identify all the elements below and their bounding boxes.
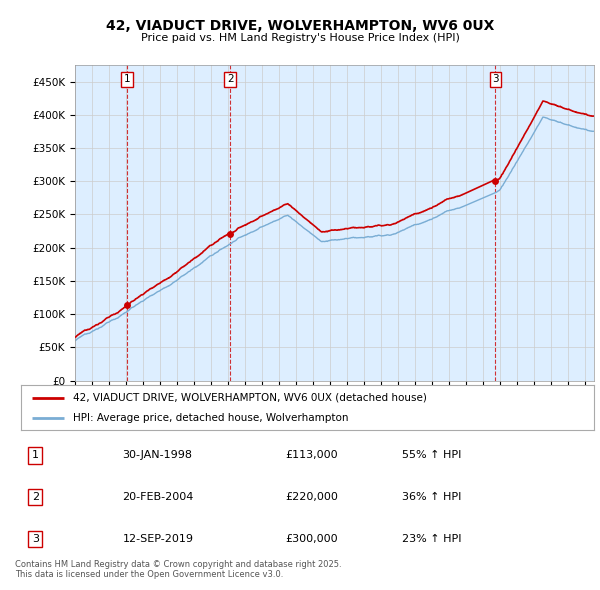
Text: 30-JAN-1998: 30-JAN-1998 (122, 450, 193, 460)
Text: 12-SEP-2019: 12-SEP-2019 (122, 534, 194, 544)
Text: HPI: Average price, detached house, Wolverhampton: HPI: Average price, detached house, Wolv… (73, 414, 348, 424)
Text: 1: 1 (124, 74, 131, 84)
Text: 3: 3 (32, 534, 39, 544)
Text: 23% ↑ HPI: 23% ↑ HPI (402, 534, 461, 544)
Text: 2: 2 (227, 74, 233, 84)
Text: Contains HM Land Registry data © Crown copyright and database right 2025.
This d: Contains HM Land Registry data © Crown c… (15, 560, 341, 579)
Text: 42, VIADUCT DRIVE, WOLVERHAMPTON, WV6 0UX: 42, VIADUCT DRIVE, WOLVERHAMPTON, WV6 0U… (106, 19, 494, 33)
Text: 36% ↑ HPI: 36% ↑ HPI (402, 492, 461, 502)
Text: 42, VIADUCT DRIVE, WOLVERHAMPTON, WV6 0UX (detached house): 42, VIADUCT DRIVE, WOLVERHAMPTON, WV6 0U… (73, 393, 427, 402)
Text: 1: 1 (32, 450, 39, 460)
Text: 2: 2 (32, 492, 39, 502)
Text: 20-FEB-2004: 20-FEB-2004 (122, 492, 194, 502)
Text: £220,000: £220,000 (286, 492, 338, 502)
Text: £113,000: £113,000 (286, 450, 338, 460)
Text: Price paid vs. HM Land Registry's House Price Index (HPI): Price paid vs. HM Land Registry's House … (140, 34, 460, 43)
Text: 55% ↑ HPI: 55% ↑ HPI (402, 450, 461, 460)
Text: 3: 3 (492, 74, 499, 84)
Text: £300,000: £300,000 (286, 534, 338, 544)
